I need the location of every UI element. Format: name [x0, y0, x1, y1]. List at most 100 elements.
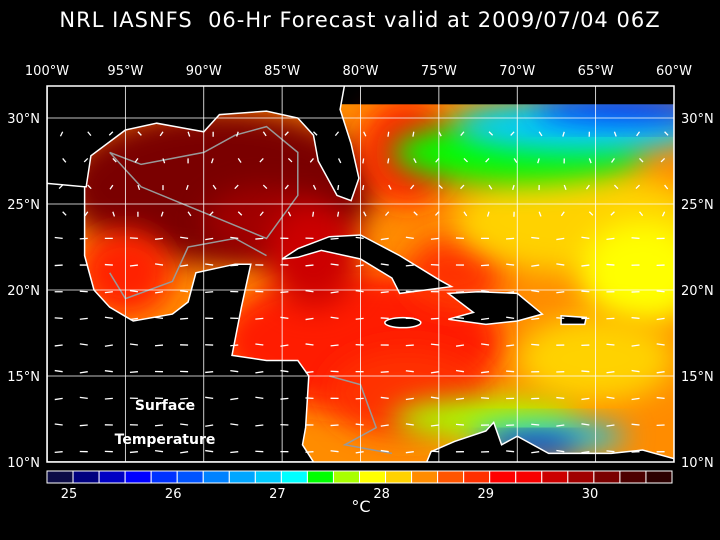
lat-label-left: 15°N	[7, 370, 40, 385]
wind-arrow	[154, 263, 164, 266]
colorbar-cell	[463, 470, 491, 484]
wind-arrow	[556, 449, 565, 453]
wind-arrow	[230, 264, 239, 267]
wind-arrow	[309, 158, 314, 163]
wind-arrow	[104, 291, 113, 294]
wind-arrow	[230, 397, 239, 401]
wind-arrow	[639, 211, 644, 217]
wind-arrow	[330, 263, 339, 266]
wind-arrow	[388, 184, 392, 190]
wind-arrow	[606, 371, 615, 374]
colorbar-cell	[280, 470, 308, 484]
wind-arrow	[284, 131, 289, 136]
wind-arrow	[205, 291, 214, 294]
colorbar-cell	[124, 470, 152, 484]
wind-arrow	[405, 370, 414, 373]
wind-arrow	[606, 237, 615, 241]
wind-arrow	[234, 184, 239, 190]
wind-arrow	[506, 237, 515, 240]
wind-arrow	[380, 371, 389, 373]
wind-arrow	[560, 211, 565, 217]
wind-arrow	[613, 184, 619, 190]
wind-arrow	[639, 157, 644, 163]
wind-arrow	[287, 211, 292, 217]
wind-arrow	[405, 236, 414, 240]
wind-arrow	[562, 131, 565, 137]
wind-arrow	[405, 423, 414, 426]
lat-label-right: 15°N	[681, 370, 714, 385]
wind-arrow	[430, 371, 439, 374]
wind-arrow	[631, 344, 640, 347]
colorbar-cell	[593, 470, 621, 484]
lat-label-right: 10°N	[681, 456, 714, 471]
wind-arrow	[455, 344, 465, 347]
wind-arrow	[481, 397, 490, 400]
wind-arrow	[83, 157, 89, 163]
map-frame	[46, 85, 675, 463]
wind-arrow	[255, 317, 264, 320]
wind-arrow	[154, 424, 164, 427]
wind-arrow	[588, 158, 592, 164]
colorbar-tick-label: 29	[478, 487, 495, 502]
wind-arrow	[380, 263, 389, 266]
wind-arrow	[581, 451, 590, 454]
wind-arrow	[661, 211, 666, 217]
lon-label: 70°W	[499, 64, 535, 79]
wind-arrow	[636, 131, 641, 137]
wind-arrow	[613, 131, 617, 137]
wind-arrow	[205, 424, 214, 427]
wind-arrow	[512, 184, 515, 191]
wind-arrow	[363, 131, 367, 137]
wind-arrow	[380, 449, 389, 453]
wind-arrow	[362, 184, 365, 191]
wind-arrow	[581, 264, 590, 267]
wind-arrow	[405, 344, 414, 347]
wind-arrow	[410, 184, 415, 190]
wind-arrow	[631, 397, 640, 401]
wind-arrow	[531, 423, 540, 426]
wind-arrow	[212, 184, 217, 190]
wind-arrow	[210, 158, 214, 164]
wind-arrow	[84, 211, 89, 217]
wind-arrow	[631, 423, 640, 426]
wind-arrow	[506, 316, 515, 320]
wind-arrow	[581, 236, 590, 240]
wind-arrow	[87, 131, 92, 137]
wind-arrow	[380, 396, 389, 400]
wind-arrow	[531, 289, 540, 293]
wind-arrow	[405, 451, 414, 454]
lon-label: 100°W	[25, 64, 69, 79]
wind-arrow	[259, 211, 264, 217]
wind-arrow	[506, 291, 515, 294]
wind-arrow	[54, 344, 63, 347]
wind-arrow	[154, 316, 164, 320]
wind-arrow	[154, 449, 164, 453]
wind-arrow	[563, 184, 567, 190]
wind-arrow	[180, 290, 189, 293]
wind-arrow	[284, 184, 289, 190]
wind-arrow	[79, 371, 88, 374]
wind-arrow	[187, 211, 192, 217]
wind-arrow	[430, 450, 439, 453]
graticule	[46, 85, 675, 463]
wind-arrow	[463, 157, 468, 163]
wind-arrow	[108, 131, 114, 136]
wind-arrow	[455, 316, 465, 320]
wind-arrow	[187, 131, 191, 137]
wind-arrow	[631, 237, 640, 240]
sst-region	[266, 204, 361, 308]
wind-arrow	[180, 317, 189, 320]
colorbar-cell	[645, 470, 673, 484]
wind-arrow	[180, 236, 189, 240]
wind-arrow	[62, 158, 67, 163]
colorbar-cell	[46, 470, 74, 484]
wind-arrow	[355, 397, 364, 400]
wind-arrow	[481, 317, 490, 321]
wind-arrow	[430, 343, 439, 346]
colorbar-cell	[411, 470, 439, 484]
colorbar-cell	[619, 470, 647, 484]
wind-arrow	[581, 290, 590, 293]
wind-arrow	[129, 317, 139, 321]
wind-arrow	[87, 184, 92, 190]
